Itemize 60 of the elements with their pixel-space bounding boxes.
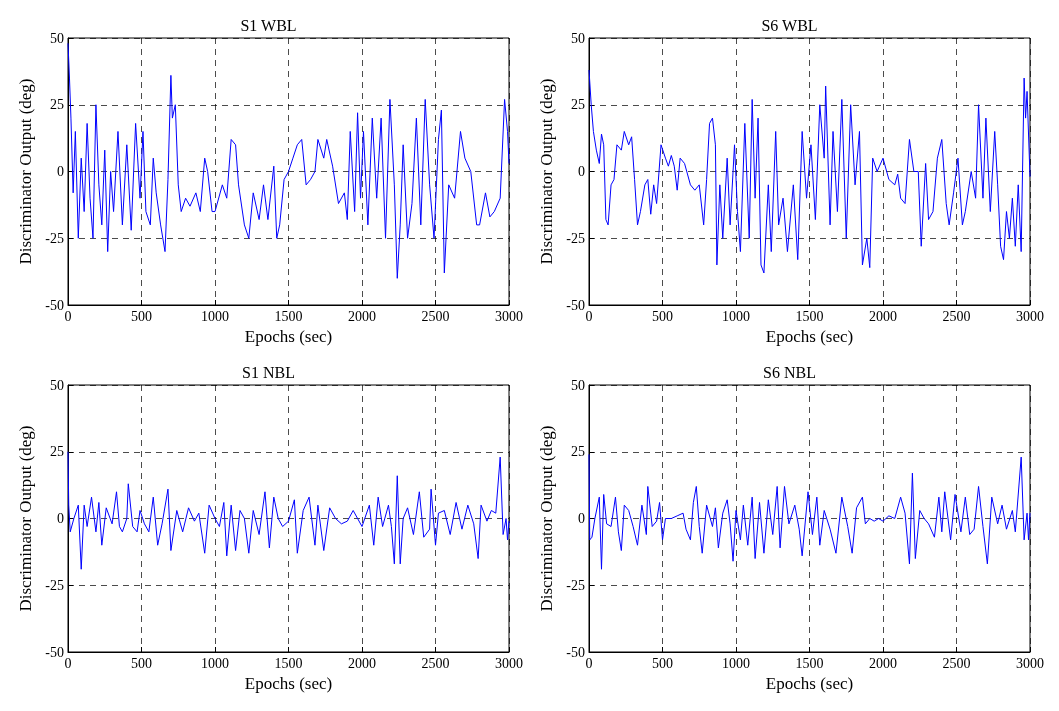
y-axis-title: Discriminator Output (deg) [16, 425, 36, 612]
y-tick-label: -50 [566, 297, 585, 313]
line-series [588, 69, 1031, 274]
y-tick-label: -25 [566, 230, 585, 246]
x-tick-label: 2500 [421, 655, 450, 671]
line-series [588, 453, 1031, 570]
x-tick-label: 2000 [869, 308, 897, 324]
y-axis-title: Discriminator Output (deg) [537, 425, 557, 612]
y-tick-label: -50 [45, 644, 64, 660]
x-tick-label: 2500 [942, 655, 971, 671]
x-tick-label: 1500 [274, 655, 303, 671]
y-tick-label: -50 [45, 297, 64, 313]
x-tick-label: 1500 [274, 308, 303, 324]
x-tick-label: 3000 [1016, 308, 1044, 324]
y-tick-label: 50 [50, 30, 64, 46]
x-tick-label: 500 [652, 308, 673, 324]
x-axis-title: Epochs (sec) [765, 326, 854, 346]
y-tick-label: 50 [571, 377, 585, 393]
x-tick-label: 500 [131, 655, 152, 671]
x-tick-label: 500 [131, 308, 152, 324]
y-tick-label: 0 [57, 164, 64, 179]
x-tick-label: 2000 [348, 655, 376, 671]
x-tick-label: 1500 [795, 655, 824, 671]
x-tick-label: 500 [652, 655, 673, 671]
y-tick-label: 25 [571, 444, 585, 460]
y-tick-label: 25 [50, 444, 64, 460]
x-tick-label: 2500 [942, 308, 971, 324]
y-tick-label: 0 [57, 511, 64, 526]
x-tick-label: 2000 [869, 655, 897, 671]
x-tick-label: 1000 [722, 308, 750, 324]
chart-title: S1 WBL [240, 16, 297, 34]
x-axis-title: Epochs (sec) [244, 326, 333, 346]
y-tick-label: 25 [571, 97, 585, 113]
x-tick-label: 3000 [495, 308, 523, 324]
x-tick-label: 3000 [1016, 655, 1044, 671]
chart-title: S6 WBL [761, 16, 818, 34]
x-tick-label: 1000 [722, 655, 750, 671]
line-series [67, 42, 510, 279]
chart-title: S1 NBL [242, 363, 295, 381]
y-axis-title: Discriminator Output (deg) [16, 78, 36, 265]
y-tick-label: 25 [50, 97, 64, 113]
chart-title: S6 NBL [763, 363, 816, 381]
y-tick-label: -50 [566, 644, 585, 660]
y-tick-label: 0 [578, 164, 585, 179]
y-tick-label: 0 [578, 511, 585, 526]
x-tick-label: 1000 [201, 655, 229, 671]
y-tick-label: 50 [571, 30, 585, 46]
y-tick-label: -25 [45, 577, 64, 593]
x-axis-title: Epochs (sec) [765, 673, 854, 693]
x-tick-label: 2500 [421, 308, 450, 324]
y-tick-label: -25 [45, 230, 64, 246]
y-tick-label: -25 [566, 577, 585, 593]
y-axis-title: Discriminator Output (deg) [537, 78, 557, 265]
x-axis-title: Epochs (sec) [244, 673, 333, 693]
x-tick-label: 1500 [795, 308, 824, 324]
line-series [67, 451, 510, 570]
x-tick-label: 2000 [348, 308, 376, 324]
x-tick-label: 3000 [495, 655, 523, 671]
x-tick-label: 1000 [201, 308, 229, 324]
y-tick-label: 50 [50, 377, 64, 393]
